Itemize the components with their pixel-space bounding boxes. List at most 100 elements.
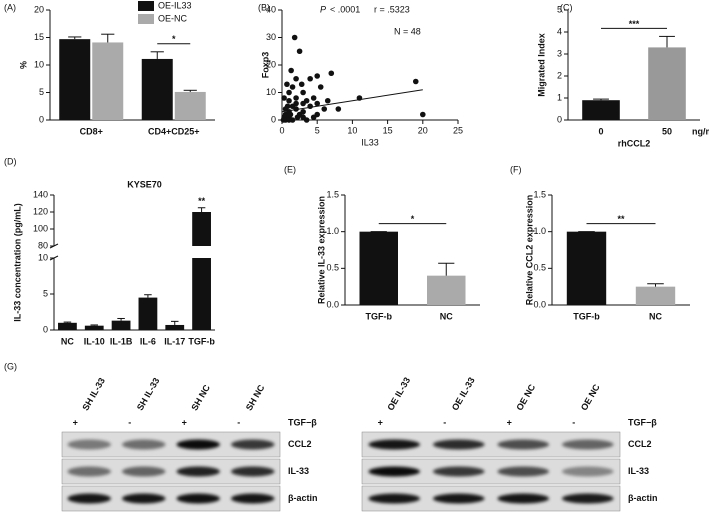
y-tick-label: 0 [271, 114, 276, 124]
y-tick-label: 10 [38, 252, 48, 262]
bar [582, 100, 620, 120]
point [307, 103, 313, 110]
bar [92, 42, 124, 121]
y-tick-label: 20 [34, 4, 44, 14]
point [310, 95, 317, 101]
x-axis-label: IL33 [361, 137, 379, 147]
y-tick-label: 40 [266, 4, 276, 14]
lane-label: SH IL-33 [80, 376, 107, 412]
y-tick-label: 0 [39, 114, 44, 124]
y-tick-label: 15 [34, 32, 44, 42]
y-tick-label: 5 [557, 4, 562, 14]
treatment-sign: + [378, 417, 383, 427]
y-tick-label: 0.0 [326, 299, 339, 309]
point [293, 75, 299, 82]
blot-band [497, 439, 550, 450]
axis-break [49, 255, 59, 261]
n-label: N = 48 [394, 26, 421, 36]
bar [59, 39, 91, 120]
row-label: β-actin [288, 493, 318, 503]
x-tick-label: 15 [383, 125, 393, 135]
y-tick-label: 30 [266, 32, 276, 42]
y-tick-label: 1.0 [326, 226, 339, 236]
point [324, 97, 331, 104]
chart-title: KYSE70 [127, 179, 162, 189]
significance-label: ** [198, 196, 206, 206]
point [300, 89, 306, 96]
blot-band [497, 493, 550, 504]
row-label: CCL2 [628, 439, 652, 449]
y-tick-label: 1.5 [326, 189, 339, 199]
bar-upper [192, 212, 211, 246]
treatment-sign: - [443, 417, 446, 427]
panel-label: (C) [560, 2, 573, 12]
point [293, 106, 299, 112]
point [412, 78, 419, 85]
lane-label: OE NC [514, 382, 537, 412]
y-axis-label: Relative CCL2 expression [524, 195, 534, 306]
y-tick-label: 0.0 [533, 299, 546, 309]
point [287, 111, 294, 118]
y-axis-label: % [18, 61, 28, 69]
bar [566, 231, 607, 305]
row-label: β-actin [628, 493, 658, 503]
x-tick-label: IL-17 [164, 336, 185, 346]
point [281, 95, 287, 101]
y-tick-label: 140 [33, 189, 48, 199]
y-tick-label: 1.5 [533, 189, 546, 199]
significance-label: ** [617, 214, 625, 224]
y-tick-label: 5 [43, 288, 48, 298]
bar [648, 47, 686, 120]
y-tick-label: 3 [557, 48, 562, 58]
blot-band [432, 439, 485, 450]
bar [165, 324, 185, 330]
point [284, 81, 290, 88]
point [291, 34, 298, 41]
blot-band [561, 493, 614, 504]
blot-band [432, 493, 485, 504]
y-tick-label: 4 [557, 26, 562, 36]
blot-band [368, 466, 421, 477]
point [310, 114, 317, 121]
treatment-sign: - [237, 417, 240, 427]
treatment-sign: - [572, 417, 575, 427]
significance-label: * [172, 34, 176, 44]
x-tick-label: IL-10 [84, 336, 105, 346]
blot-band [67, 466, 112, 477]
x-tick-label: CD4+CD25+ [148, 126, 200, 136]
treatment-sign: + [73, 417, 78, 427]
y-tick-label: 5 [39, 87, 44, 97]
y-tick-label: 100 [33, 223, 48, 233]
blot-band [230, 466, 275, 477]
significance-label: * [411, 214, 415, 224]
x-tick-label: 0 [598, 126, 603, 136]
blot-band [368, 493, 421, 504]
legend-swatch [138, 14, 154, 24]
lane-label: SH NC [244, 383, 267, 413]
y-tick-label: 0.5 [533, 263, 546, 273]
bar [359, 231, 398, 305]
blot-band [67, 493, 112, 504]
point [289, 84, 296, 90]
lane-label: OE IL-33 [450, 376, 477, 413]
y-axis-label: Relative IL-33 expression [316, 196, 326, 304]
x-axis-label: rhCCL2 [618, 138, 651, 148]
y-axis-label: Migrated Index [536, 33, 546, 97]
y-tick-label: 10 [266, 87, 276, 97]
blot-band [176, 493, 221, 504]
y-tick-label: 80 [38, 240, 48, 250]
x-tick-label: 25 [453, 125, 463, 135]
blot-band [121, 493, 166, 504]
point [296, 48, 303, 55]
x-tick-label: IL-6 [140, 336, 156, 346]
blot-band [121, 439, 166, 450]
point [300, 108, 306, 115]
treatment-sign: + [507, 417, 512, 427]
bar [427, 275, 466, 305]
lane-label: SH IL-33 [135, 376, 162, 412]
x-tick-label: CD8+ [80, 126, 103, 136]
point [300, 114, 306, 121]
blot-band [230, 493, 275, 504]
bar [138, 297, 158, 330]
point [420, 111, 426, 118]
